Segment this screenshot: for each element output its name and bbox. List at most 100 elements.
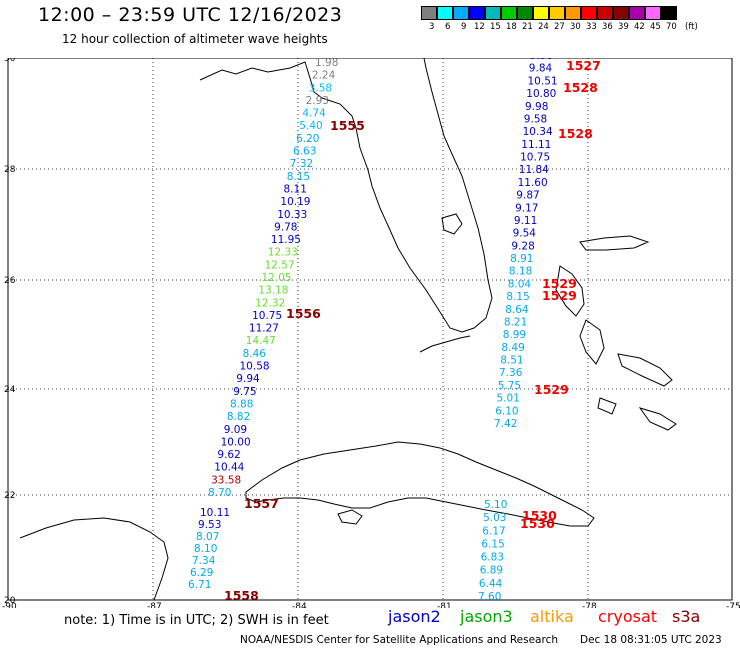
wave-height-value: 9.58: [524, 113, 547, 125]
color-tick-label: 24: [538, 22, 549, 32]
wave-height-value: 10.80: [526, 88, 556, 100]
wave-height-value: 8.88: [230, 399, 253, 411]
wave-height-value: 8.18: [509, 266, 532, 278]
color-swatch: [613, 6, 629, 20]
wave-height-value: 5.40: [299, 120, 322, 132]
color-tick-label: 15: [490, 22, 501, 32]
wave-height-value: 6.89: [480, 565, 503, 577]
wave-height-value: 9.53: [198, 519, 221, 531]
wave-height-value: 9.98: [525, 101, 548, 113]
pass-time-label: 1528: [563, 80, 598, 95]
wave-height-value: 9.87: [516, 190, 539, 202]
altimeter-tracks: 1.982.243.582.934.745.406.206.637.328.15…: [188, 58, 558, 603]
wave-height-value: 9.17: [515, 202, 538, 214]
page-subtitle: 12 hour collection of altimeter wave hei…: [62, 32, 328, 46]
lat-label: 22: [4, 491, 15, 501]
wave-height-value: 8.15: [506, 291, 529, 303]
wave-height-value: 8.51: [500, 355, 523, 367]
wave-height-value: 9.78: [274, 221, 297, 233]
wave-height-value: 12.05: [262, 272, 292, 284]
map-frame: [7, 58, 733, 601]
legend-jason3: jason3: [460, 607, 513, 626]
color-tick-label: 36: [602, 22, 613, 32]
color-scale-bar: [421, 6, 677, 20]
lon-label: -78: [582, 602, 597, 608]
color-swatch: [517, 6, 533, 20]
color-swatch: [645, 6, 661, 20]
wave-height-value: 6.10: [495, 405, 518, 417]
wave-height-map: 1.982.243.582.934.745.406.206.637.328.15…: [2, 58, 740, 608]
legend-cryosat: cryosat: [598, 607, 658, 626]
wave-height-value: 9.09: [224, 424, 247, 436]
florida-keys: [419, 335, 471, 353]
wave-height-value: 8.21: [504, 317, 527, 329]
color-swatch: [533, 6, 549, 20]
yucatan-coastline: [19, 517, 169, 601]
pass-time-label: 1556: [286, 306, 321, 321]
lat-lon-grid: [7, 58, 733, 601]
pass-time-label: 1527: [566, 58, 601, 73]
wave-height-value: 11.60: [518, 177, 548, 189]
lat-label: 26: [4, 276, 16, 286]
wave-height-value: 3.58: [309, 82, 332, 94]
wave-height-value: 5.03: [483, 512, 506, 524]
wave-height-value: 6.15: [481, 538, 504, 550]
pass-time-label: 1558: [224, 588, 259, 603]
wave-height-value: 5.75: [498, 380, 521, 392]
wave-height-value: 8.49: [501, 342, 524, 354]
wave-height-value: 6.17: [482, 525, 505, 537]
color-tick-label: 39: [618, 22, 629, 32]
wave-height-value: 10.44: [214, 462, 244, 474]
wave-height-value: 1.98: [315, 58, 338, 69]
color-swatch: [485, 6, 501, 20]
florida-coastline: [199, 58, 493, 333]
wave-height-value: 6.83: [481, 552, 504, 564]
color-swatch: [469, 6, 485, 20]
wave-height-value: 8.07: [196, 531, 219, 543]
color-tick-label: 30: [570, 22, 581, 32]
wave-height-value: 8.99: [503, 329, 526, 341]
wave-height-value: 8.11: [284, 184, 307, 196]
pass-time-label: 1529: [542, 288, 577, 303]
lat-label: 30: [4, 58, 16, 64]
wave-height-value: 8.10: [194, 543, 217, 555]
lon-label: -87: [147, 602, 162, 608]
color-swatch: [549, 6, 565, 20]
wave-height-value: 9.93: [530, 58, 553, 62]
wave-height-value: 7.34: [192, 555, 216, 567]
color-unit-label: (ft): [685, 22, 698, 32]
color-tick-label: 27: [554, 22, 565, 32]
wave-height-value: 9.75: [233, 386, 256, 398]
pass-time-label: 1528: [558, 126, 593, 141]
color-swatch: [437, 6, 453, 20]
color-tick-label: 18: [506, 22, 517, 32]
legend-altika: altika: [530, 607, 574, 626]
wave-height-value: 14.47: [246, 335, 276, 347]
page-title: 12:00 – 23:59 UTC 12/16/2023: [38, 4, 343, 26]
wave-height-value: 7.32: [290, 158, 313, 170]
pass-time-label: 1530: [520, 516, 555, 531]
wave-height-value: 2.24: [312, 70, 336, 82]
wave-height-value: 5.01: [497, 393, 520, 405]
lake-okeechobee: [441, 213, 463, 235]
wave-height-value: 11.11: [521, 139, 551, 151]
wave-height-value: 10.75: [252, 310, 282, 322]
wave-height-value: 11.84: [519, 164, 549, 176]
latitude-labels: 30 28 26 24 22 20: [4, 58, 16, 606]
longitude-labels: -90 -87 -84 -81 -78 -75: [2, 602, 740, 608]
wave-height-value: 4.74: [302, 108, 326, 120]
lon-label: -90: [2, 602, 17, 608]
wave-height-value: 6.44: [479, 578, 503, 590]
wave-height-value: 12.32: [255, 297, 285, 309]
isla-de-la-juventud: [337, 509, 363, 525]
color-tick-label: 3: [429, 22, 435, 32]
legend-s3a: s3a: [672, 607, 701, 626]
wave-height-value: 6.29: [190, 567, 213, 579]
coastlines: [19, 58, 677, 601]
lat-label: 24: [4, 385, 16, 395]
lat-label: 28: [4, 165, 16, 175]
lon-label: -75: [726, 602, 740, 608]
wave-height-value: 7.60: [478, 591, 501, 603]
color-tick-label: 45: [650, 22, 661, 32]
color-swatch: [453, 6, 469, 20]
